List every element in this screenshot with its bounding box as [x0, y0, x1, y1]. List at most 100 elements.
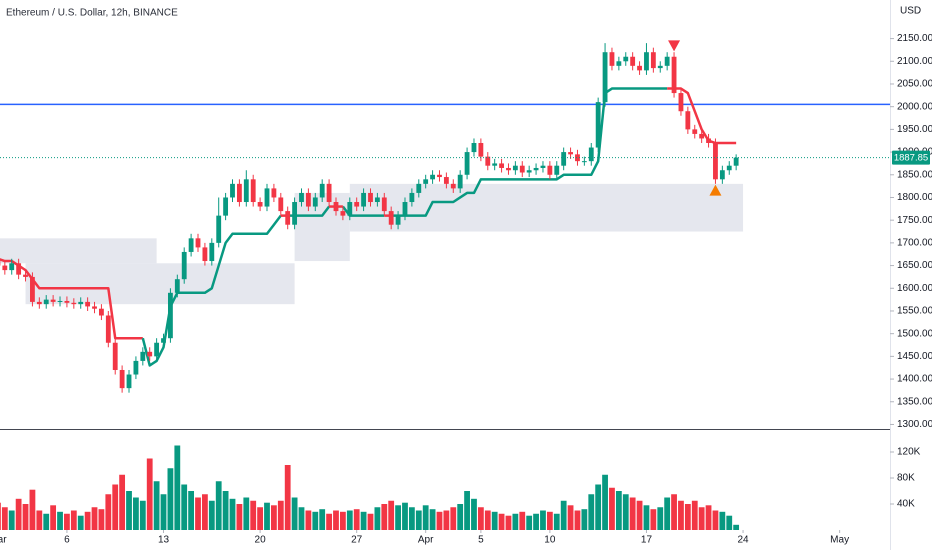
volume-bar [229, 498, 236, 530]
volume-bar [15, 498, 22, 530]
volume-bar [664, 497, 671, 530]
candle-body [257, 202, 263, 207]
volume-bar [671, 494, 677, 530]
y-tick-label: 1700.00 [897, 238, 932, 249]
volume-bar [284, 465, 291, 530]
y-tick-label: 1400.00 [897, 374, 932, 385]
y-tick-label: 1750.00 [897, 215, 932, 226]
candle-body [506, 167, 511, 171]
volume-bar [50, 505, 57, 530]
x-tick-label: 5 [478, 535, 484, 546]
candle-body [623, 56, 629, 62]
candle-body [64, 300, 70, 303]
volume-bar [581, 509, 588, 530]
candle-body [650, 52, 656, 69]
volume-bar [22, 504, 29, 530]
x-tick-label: 6 [64, 535, 70, 546]
candle-body [685, 111, 691, 130]
volume-bar [650, 509, 657, 530]
y-tick-label: 2100.00 [897, 56, 932, 67]
volume-bar [622, 494, 629, 530]
volume-bar [139, 500, 146, 530]
candle-body [616, 61, 622, 66]
y-tick-label: 1800.00 [897, 192, 932, 203]
volume-bar [733, 524, 740, 530]
y-tick-label: 2150.00 [897, 33, 932, 44]
volume-bar [726, 515, 733, 530]
candle-body [271, 188, 277, 198]
volume-bar [629, 497, 636, 530]
volume-bar [167, 468, 174, 530]
volume-bar [402, 502, 408, 530]
candle-body [292, 202, 298, 225]
candle-body [209, 242, 215, 262]
volume-bar [91, 507, 98, 530]
volume-bar [222, 491, 229, 530]
volume-bar [250, 500, 257, 530]
volume-bar [202, 494, 208, 530]
x-tick-label: Apr [418, 535, 434, 546]
x-tick-label: 10 [544, 535, 556, 546]
volume-bar [57, 511, 63, 530]
candle-body [223, 197, 229, 216]
candle-body [333, 202, 339, 212]
y2-tick-label: 80K [897, 473, 915, 484]
candle-body [588, 147, 594, 162]
candle-body [388, 211, 394, 225]
volume-bar [588, 494, 595, 530]
candle-body [202, 247, 208, 262]
candle-body [457, 174, 463, 189]
candle-body [533, 167, 539, 171]
volume-bar [464, 491, 470, 530]
volume-bar [305, 510, 312, 530]
candle-body [92, 306, 97, 309]
candle-body [264, 188, 270, 207]
volume-bar [712, 510, 719, 530]
candle-body [575, 154, 580, 162]
currency-label: USD [900, 6, 921, 17]
candle-body [133, 360, 139, 375]
volume-bar [264, 502, 270, 530]
volume-bar [0, 502, 1, 530]
volume-bar [1, 507, 8, 530]
volume-bar [257, 507, 263, 530]
candle-body [443, 177, 449, 184]
candle-body [692, 129, 698, 134]
candle-body [430, 174, 435, 180]
volume-bar [243, 497, 250, 530]
candle-body [195, 238, 201, 248]
candle-body [299, 192, 304, 203]
candle-body [30, 276, 35, 302]
volume-bar [160, 494, 167, 530]
x-tick-label: 17 [641, 535, 653, 546]
volume-bar [195, 497, 201, 530]
volume-bar [381, 504, 388, 530]
candle-body [174, 279, 180, 293]
candle-body [637, 65, 642, 71]
candle-body [9, 263, 15, 271]
volume-bar [553, 513, 560, 530]
supertrend-line [391, 87, 668, 217]
candle-body [381, 197, 387, 212]
x-tick-label: Mar [0, 535, 7, 546]
volume-bar [533, 513, 539, 530]
candle-body [678, 93, 684, 112]
candle-body [312, 197, 318, 207]
last-price-tag [892, 150, 930, 165]
volume-bar [84, 511, 91, 530]
candle-body [540, 165, 546, 168]
candle-body [188, 238, 194, 252]
candle-body [706, 138, 711, 143]
candle-body [361, 192, 367, 207]
volume-bar [519, 511, 526, 530]
candle-body [409, 192, 415, 203]
volume-bar [326, 513, 332, 530]
volume-bar [526, 515, 533, 530]
volume-bar [174, 445, 181, 530]
candle-body [230, 183, 235, 198]
candle-body [57, 300, 63, 302]
volume-bar [698, 507, 705, 530]
volume-bar [560, 500, 567, 530]
volume-bar [471, 498, 477, 530]
candle-body [154, 342, 160, 357]
